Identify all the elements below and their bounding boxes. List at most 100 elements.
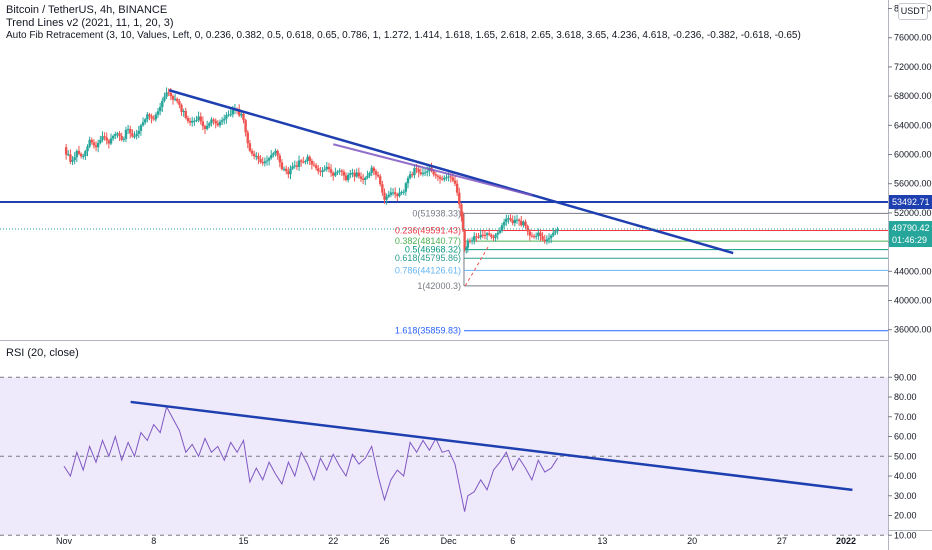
candle-body [99,139,102,143]
time-tick-label: 15 [238,536,248,546]
candle-body [460,204,463,217]
candle-body [135,133,138,137]
price-trendline-overlay [332,143,533,197]
candle-body [404,183,408,192]
candle-body [398,192,401,197]
candle-body [270,155,273,159]
candle-body [139,125,143,131]
candle-body [156,111,160,115]
price-tick-label: 68000.00 [894,91,932,101]
price-tick-label: 76000.00 [894,33,932,43]
candle-body [539,232,542,237]
rsi-tick-label: 20.00 [894,511,917,521]
candle-body [148,114,151,117]
candle-body [463,230,466,250]
candle-body [393,192,397,195]
price-tick-label: 44000.00 [894,266,932,276]
candle-body [285,168,288,172]
candle-body [208,123,211,126]
candle-body [485,233,489,236]
candle-body [199,116,202,122]
candle-body [180,104,183,112]
candle-body [415,168,418,170]
candle-body [205,125,209,129]
price-tick-label: 64000.00 [894,120,932,130]
fib-label: 0.618(45795.86) [395,253,461,263]
candle-body [67,154,70,156]
candle-body [470,240,474,242]
candle-body [381,184,384,193]
candle-body [443,177,446,180]
candle-body [417,169,420,173]
candle-body [385,196,388,200]
candle-body [214,120,217,124]
time-tick-label: Dec [441,536,458,546]
candle-body [229,114,232,116]
fib-label: 0.786(44126.61) [395,265,461,275]
candle-body [515,219,519,221]
candle-body [346,174,350,181]
candle-body [502,221,506,226]
candle-body [505,218,508,222]
candle-body [69,154,72,162]
candle-body [304,161,307,163]
candle-body [161,100,164,108]
fib-label: 0.5(46968.32) [405,245,461,255]
candle-body [71,160,74,162]
candle-body [479,234,482,238]
candle-body [408,174,412,179]
candle-body [355,172,358,177]
candle-body [364,177,367,181]
candle-body [259,159,262,163]
candle-body [126,128,130,130]
candle-body [340,170,343,172]
candle-body [278,155,282,163]
time-tick-label: 13 [597,536,607,546]
candle-body [496,232,499,235]
countdown-text: 01:46:29 [892,235,927,245]
time-tick-label: 8 [151,536,156,546]
candle-body [498,230,502,233]
price-tick-label: 36000.00 [894,325,932,335]
fib-label: 1(42000.3) [417,281,461,291]
candle-body [370,167,373,174]
candle-body [116,133,119,135]
candle-body [86,146,89,152]
candle-body [267,158,271,161]
candle-body [449,176,452,178]
candle-body [212,119,215,121]
currency-button[interactable]: USDT [898,3,928,20]
candle-body [88,139,91,147]
candle-body [64,147,68,155]
candle-body [432,170,435,175]
candle-body [276,150,279,156]
candle-body [406,178,410,184]
candle-body [178,101,181,105]
candle-body [541,236,544,240]
candle-body [323,169,326,171]
candle-body [490,234,493,237]
candle-body [216,123,220,126]
candle-body [291,166,294,169]
candle-body [520,220,523,226]
candle-body [173,98,177,100]
candle-body [451,177,455,181]
candle-body [146,114,149,120]
legend-symbol: Bitcoin / TetherUS, 4h, BINANCE [6,4,168,16]
candle-body [114,134,117,136]
candle-body [436,175,440,177]
price-tick-label: 56000.00 [894,179,932,189]
time-tick-label: 20 [687,536,697,546]
candle-body [163,96,166,101]
rsi-tick-label: 40.00 [894,471,917,481]
candle-body [103,136,106,138]
candle-body [466,240,470,248]
candle-body [524,221,527,227]
candle-body [507,218,510,220]
candle-body [374,171,378,175]
candle-body [165,92,168,97]
candle-body [287,171,290,175]
level-tag-text: 53492.71 [892,197,930,207]
candle-body [282,168,286,170]
